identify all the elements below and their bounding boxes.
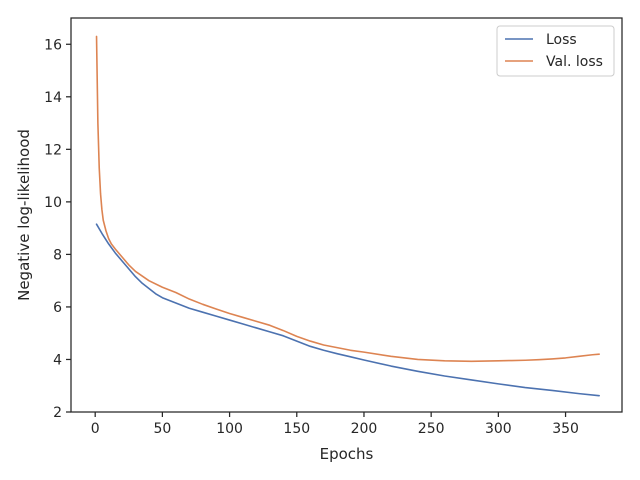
y-tick-label: 10	[44, 195, 62, 211]
y-tick-label: 14	[44, 90, 62, 106]
legend: Loss Val. loss	[496, 25, 615, 77]
plot-frame	[70, 17, 623, 413]
x-tick-label: 0	[91, 421, 100, 437]
y-axis: 2 4 6 8 10 12 14 16	[44, 37, 71, 421]
y-tick-label: 16	[44, 37, 62, 53]
y-tick-label: 12	[44, 142, 62, 158]
legend-label-loss: Loss	[546, 32, 577, 48]
x-tick-label: 150	[283, 421, 310, 437]
y-tick-label: 6	[53, 300, 62, 316]
x-axis-label: Epochs	[320, 445, 374, 463]
series-line-val-loss	[95, 35, 600, 363]
plot-area	[71, 18, 622, 412]
legend-label-val-loss: Val. loss	[546, 54, 603, 70]
y-tick-label: 2	[53, 405, 62, 421]
x-tick-label: 50	[153, 421, 171, 437]
x-tick-label: 200	[351, 421, 378, 437]
x-tick-label: 250	[418, 421, 445, 437]
y-tick-label: 8	[53, 247, 62, 263]
x-tick-label: 350	[552, 421, 579, 437]
x-tick-label: 100	[216, 421, 243, 437]
x-tick-label: 300	[485, 421, 512, 437]
series-layer	[95, 35, 600, 397]
y-axis-label: Negative log-likelihood	[15, 129, 33, 301]
x-axis: 0 50 100 150 200 250 300 350	[91, 412, 579, 437]
series-line-loss	[95, 223, 600, 397]
y-tick-label: 4	[53, 352, 62, 368]
